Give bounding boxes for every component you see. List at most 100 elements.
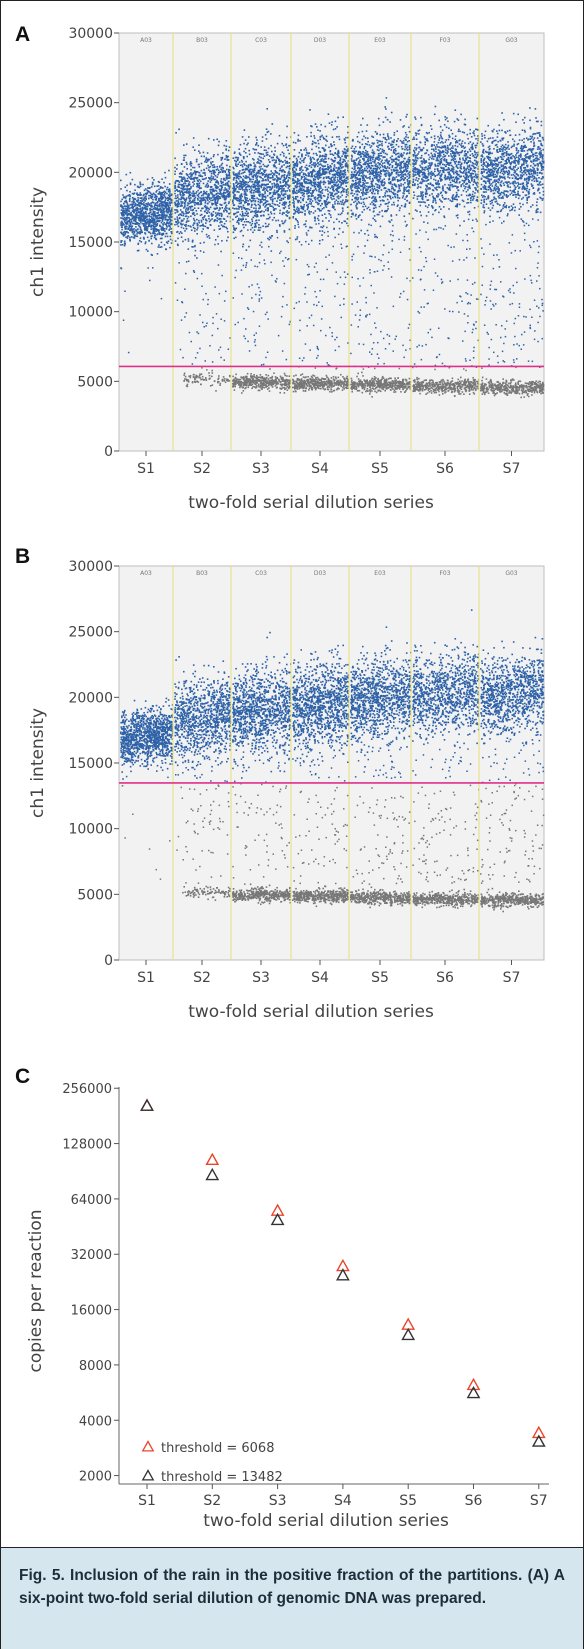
negative-droplet: [256, 377, 258, 380]
droplet: [288, 144, 290, 147]
droplet: [158, 193, 161, 195]
droplet: [247, 185, 250, 188]
droplet: [345, 191, 348, 194]
droplet: [240, 185, 242, 187]
droplet: [133, 211, 135, 213]
rain-droplet: [334, 295, 336, 298]
droplet: [207, 195, 210, 198]
rain-droplet: [303, 223, 305, 226]
negative-droplet: [229, 375, 231, 377]
droplet: [156, 204, 158, 207]
droplet: [217, 195, 220, 198]
droplet: [142, 236, 145, 239]
droplet: [140, 217, 143, 220]
rain-droplet: [201, 230, 203, 233]
droplet: [223, 209, 225, 212]
droplet: [242, 178, 244, 181]
droplet: [235, 164, 237, 167]
droplet: [165, 197, 167, 200]
droplet: [254, 224, 257, 227]
droplet: [217, 183, 220, 185]
droplet: [216, 180, 218, 182]
droplet: [207, 160, 209, 162]
droplet: [193, 178, 195, 181]
droplet: [320, 197, 323, 200]
droplet: [158, 205, 161, 208]
droplet: [283, 152, 285, 155]
droplet: [266, 209, 269, 212]
negative-droplet: [261, 388, 263, 390]
droplet: [263, 165, 266, 167]
droplet: [260, 160, 263, 163]
droplet: [277, 197, 279, 200]
droplet: [242, 217, 244, 220]
droplet: [270, 156, 273, 159]
droplet: [254, 213, 257, 215]
droplet: [217, 192, 219, 194]
droplet: [255, 136, 257, 139]
droplet: [205, 184, 208, 186]
droplet: [255, 177, 257, 179]
droplet: [268, 193, 271, 195]
rain-droplet: [334, 236, 336, 239]
rain-droplet: [283, 265, 285, 267]
rain-droplet: [212, 316, 214, 319]
rain-droplet: [242, 223, 244, 226]
droplet: [285, 162, 287, 164]
droplet: [189, 188, 191, 191]
droplet: [265, 173, 268, 176]
droplet: [277, 185, 279, 187]
droplet: [176, 196, 179, 199]
droplet: [156, 189, 158, 192]
droplet: [120, 224, 122, 227]
droplet: [180, 187, 182, 190]
droplet: [334, 156, 336, 159]
droplet: [193, 222, 196, 224]
droplet: [278, 196, 281, 198]
droplet: [130, 203, 133, 206]
droplet: [180, 201, 182, 203]
negative-droplet: [249, 383, 252, 386]
droplet: [256, 184, 258, 187]
droplet: [276, 142, 279, 145]
droplet: [344, 173, 347, 176]
droplet: [255, 211, 258, 214]
droplet: [276, 155, 278, 158]
droplet: [271, 199, 274, 201]
droplet: [142, 199, 145, 201]
droplet: [212, 170, 215, 172]
droplet: [259, 172, 261, 175]
negative-droplet: [284, 383, 286, 385]
rain-droplet: [182, 356, 184, 359]
droplet: [136, 222, 139, 224]
droplet: [201, 217, 204, 219]
droplet: [314, 210, 317, 212]
droplet: [260, 215, 262, 217]
negative-droplet: [224, 381, 227, 383]
droplet: [215, 169, 218, 171]
droplet: [151, 208, 154, 211]
droplet: [282, 181, 285, 183]
droplet: [304, 147, 307, 149]
negative-droplet: [219, 382, 222, 385]
droplet: [177, 190, 179, 193]
rain-droplet: [217, 327, 219, 330]
droplet: [204, 192, 207, 194]
droplet: [144, 242, 147, 245]
rain-droplet: [227, 348, 230, 350]
droplet: [157, 193, 159, 195]
droplet: [325, 153, 328, 156]
droplet: [286, 194, 289, 197]
droplet: [343, 201, 346, 204]
droplet: [341, 166, 343, 169]
droplet: [252, 175, 255, 177]
droplet: [216, 166, 218, 168]
droplet: [139, 217, 141, 219]
droplet: [188, 195, 190, 198]
rain-droplet: [258, 325, 261, 327]
droplet: [158, 244, 160, 246]
droplet: [319, 173, 322, 176]
rain-droplet: [253, 334, 255, 336]
negative-droplet: [253, 374, 255, 376]
droplet: [145, 228, 148, 230]
